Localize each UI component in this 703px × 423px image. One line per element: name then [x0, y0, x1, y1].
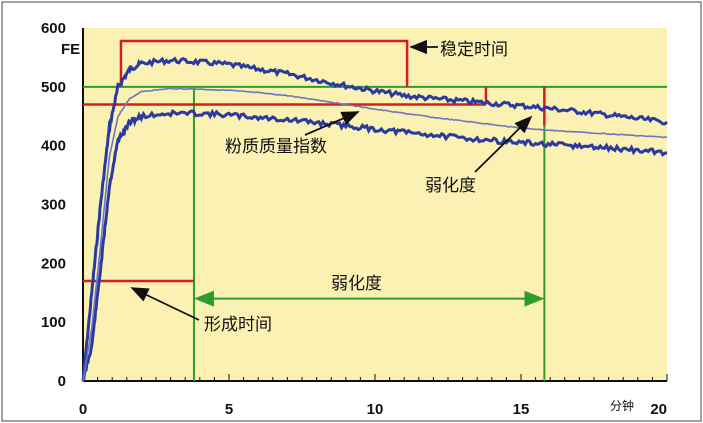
weakening-mid-label: 弱化度 [331, 274, 382, 294]
x-axis-label: 分钟 [610, 398, 634, 413]
y-tick-label: 300 [41, 197, 66, 214]
y-axis-label: FE [61, 41, 80, 58]
x-tick-label: 0 [79, 401, 87, 418]
stability-label: 稳定时间 [440, 40, 508, 60]
x-tick-label: 5 [225, 401, 233, 418]
y-tick-label: 100 [41, 314, 66, 331]
y-tick-label: 500 [41, 79, 66, 96]
y-tick-label: 200 [41, 255, 66, 272]
upper-band-line [81, 56, 668, 382]
stability-bracket [119, 39, 409, 87]
y-tick-label: 400 [41, 138, 66, 155]
y-tick-label: 600 [41, 20, 66, 37]
lower-band-line [81, 108, 668, 383]
formation-label: 形成时间 [204, 315, 272, 335]
weakening-top-label: 弱化度 [425, 176, 476, 196]
x-tick-label: 20 [650, 401, 667, 418]
weakening-top-arrow [474, 115, 533, 173]
center-line [82, 87, 668, 382]
quality-index-arrow [304, 111, 360, 136]
formation-arrow [130, 287, 200, 321]
quality-index-label: 粉质质量指数 [225, 137, 327, 157]
x-tick-label: 10 [367, 401, 384, 418]
series-group [81, 56, 668, 383]
x-tick-label: 15 [513, 401, 530, 418]
plot-area [83, 28, 667, 381]
guide-lines [83, 39, 667, 381]
y-tick-label: 0 [58, 373, 66, 390]
